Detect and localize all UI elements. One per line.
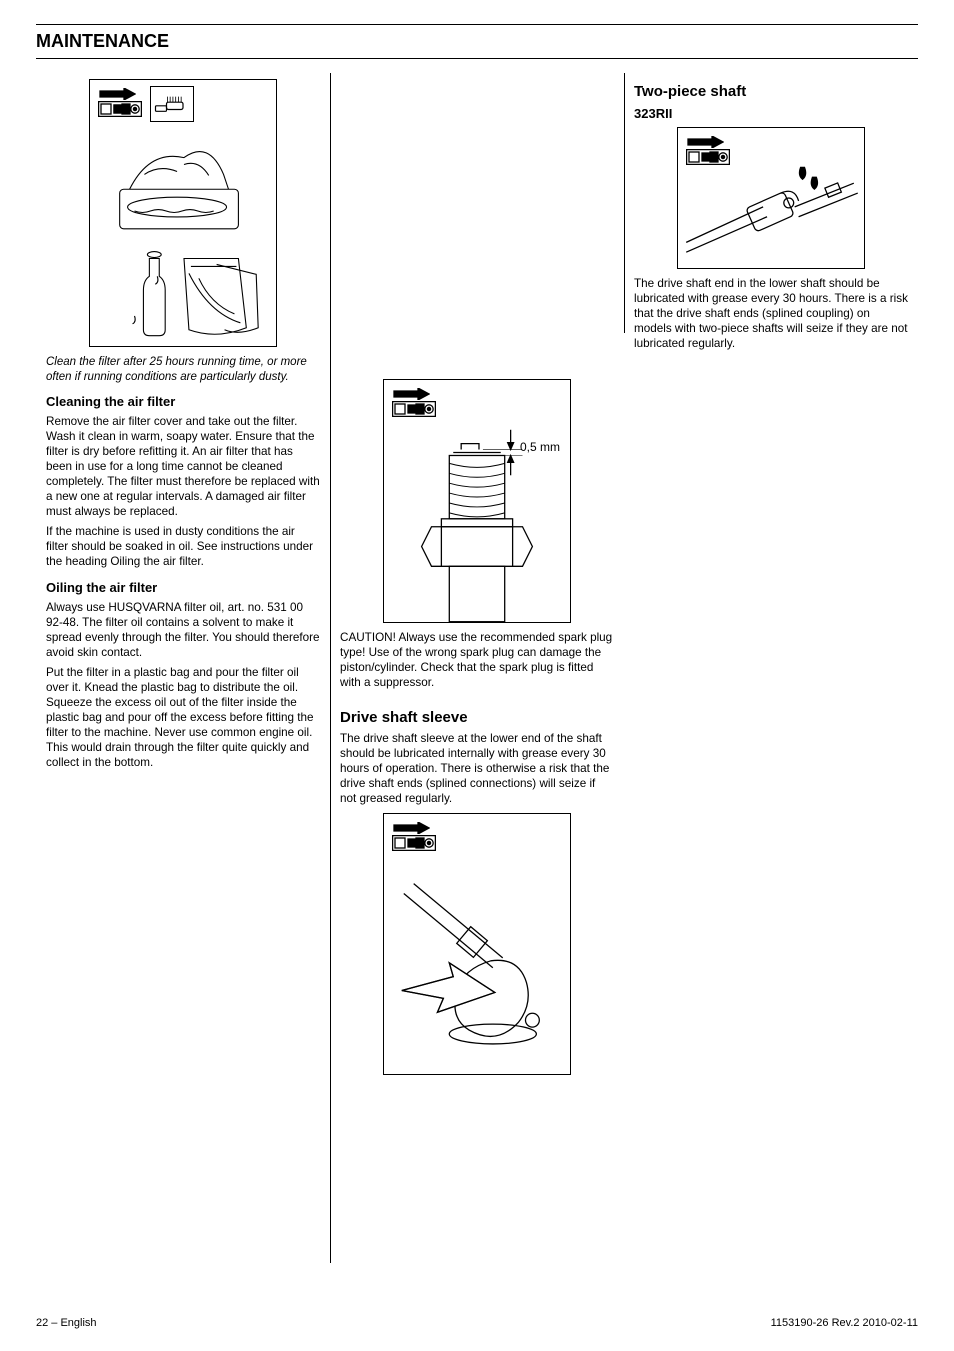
safety-icon-group-3 bbox=[392, 822, 436, 851]
footer-doc-id: 1153190-26 Rev.2 2010-02-11 bbox=[771, 1317, 918, 1329]
page-section-title: MAINTENANCE bbox=[36, 31, 169, 52]
figure-filter-cleaning bbox=[89, 79, 277, 347]
model-label: 323RII bbox=[634, 106, 908, 121]
spark-caution-text: CAUTION! Always use the recommended spar… bbox=[340, 631, 614, 691]
filter-interval-note: Clean the filter after 25 hours running … bbox=[46, 355, 320, 384]
figure-drive-shaft bbox=[383, 813, 571, 1075]
cleaning-filter-text: Remove the air filter cover and take out… bbox=[46, 415, 320, 520]
brush-frame-icon bbox=[150, 86, 194, 122]
stop-switch-icon bbox=[392, 401, 436, 417]
figure-spark-plug: 0,5 mm bbox=[383, 379, 571, 623]
cleaning-filter-title: Cleaning the air filter bbox=[46, 394, 320, 409]
drive-shaft-illustration bbox=[384, 814, 570, 1074]
drive-shaft-sleeve-text: The drive shaft sleeve at the lower end … bbox=[340, 732, 614, 807]
stop-switch-icon bbox=[392, 835, 436, 851]
column-2: 0,5 mm CAUTION! Always use the recommend… bbox=[330, 73, 624, 1083]
arrow-icon bbox=[392, 822, 430, 834]
column-1: Clean the filter after 25 hours running … bbox=[36, 73, 330, 1083]
figure-two-piece-shaft bbox=[677, 127, 865, 269]
brush-icon bbox=[153, 93, 191, 115]
oiling-filter-text-1: Always use HUSQVARNA filter oil, art. no… bbox=[46, 601, 320, 661]
footer-page-number: 22 – English bbox=[36, 1317, 97, 1329]
oiling-filter-text-2: Put the filter in a plastic bag and pour… bbox=[46, 666, 320, 771]
dusty-conditions-text: If the machine is used in dusty conditio… bbox=[46, 525, 320, 570]
arrow-icon bbox=[98, 88, 136, 100]
two-piece-shaft-text: The drive shaft end in the lower shaft s… bbox=[634, 277, 908, 352]
arrow-icon bbox=[392, 388, 430, 400]
safety-icon-group-4 bbox=[686, 136, 730, 165]
stop-switch-icon bbox=[686, 149, 730, 165]
stop-switch-icon bbox=[98, 101, 142, 117]
drive-shaft-sleeve-title: Drive shaft sleeve bbox=[340, 709, 614, 726]
oiling-filter-title: Oiling the air filter bbox=[46, 580, 320, 595]
electrode-gap-label: 0,5 mm bbox=[520, 440, 560, 454]
two-piece-shaft-title: Two-piece shaft bbox=[634, 83, 908, 100]
spacer-fig bbox=[383, 79, 571, 347]
safety-icon-group bbox=[98, 88, 142, 117]
arrow-icon bbox=[686, 136, 724, 148]
safety-icon-group-2 bbox=[392, 388, 436, 417]
column-3: Two-piece shaft 323RII bbox=[624, 73, 918, 1083]
